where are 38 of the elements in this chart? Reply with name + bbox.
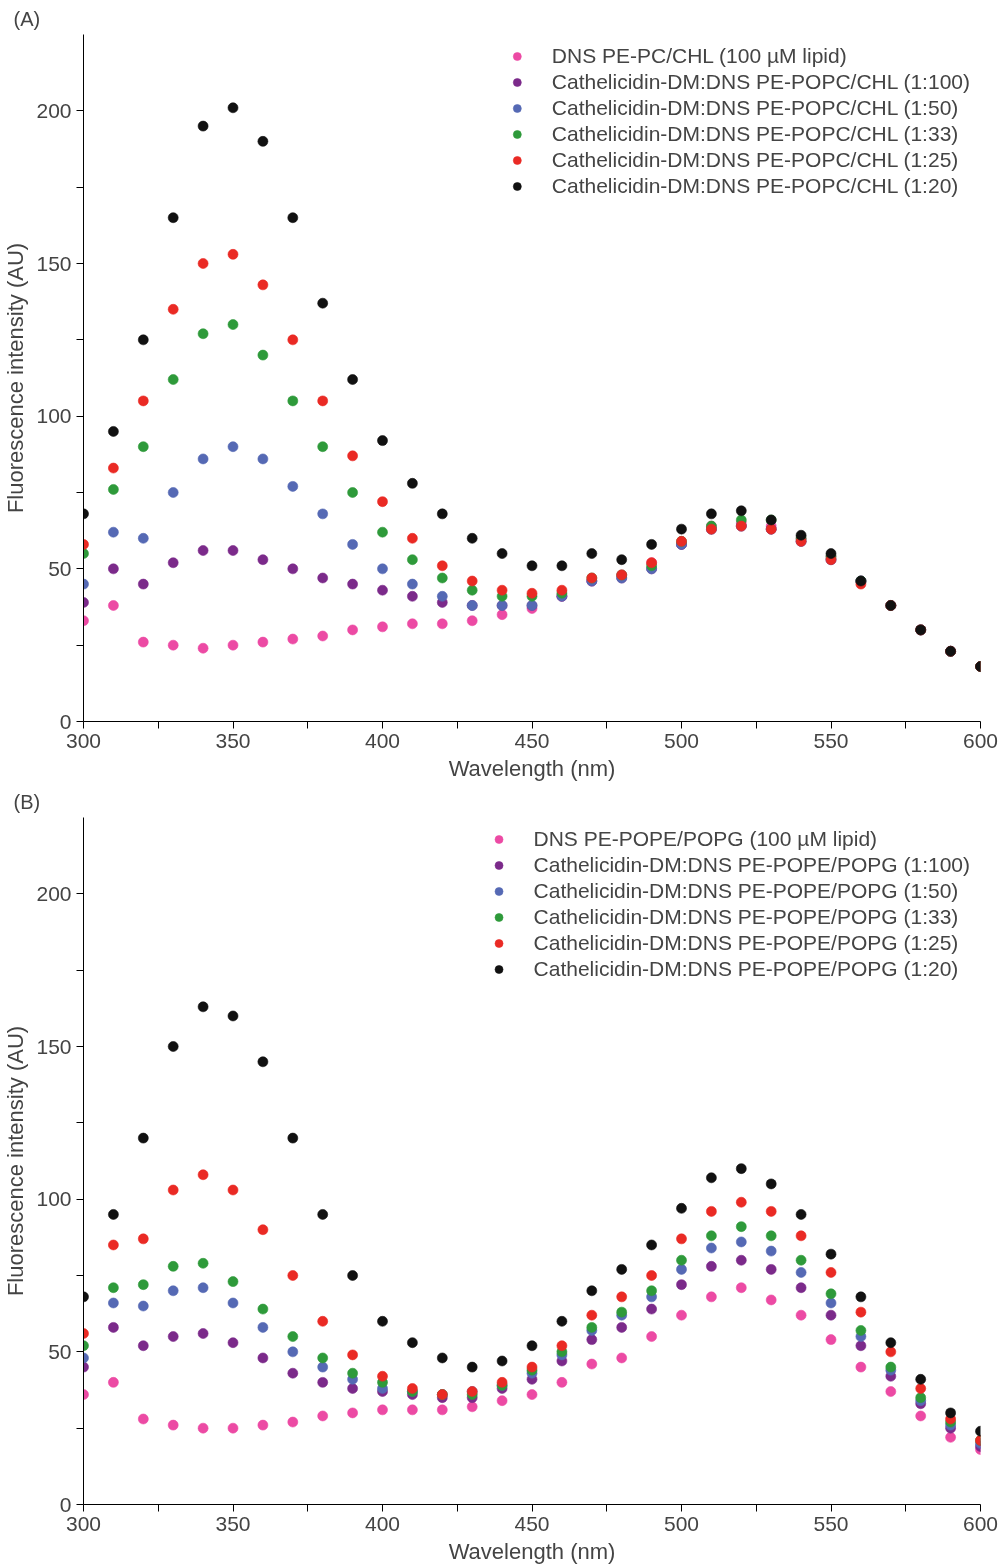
legend-label: Cathelicidin-DM:DNS PE-POPE/POPG (1:20) [533, 957, 959, 981]
legend-label: Cathelicidin-DM:DNS PE-POPE/POPG (1:25) [533, 931, 959, 955]
legend-label: Cathelicidin-DM:DNS PE-POPC/CHL (1:33) [551, 122, 959, 146]
x-tick-label: 500 [663, 1511, 700, 1535]
legend-label: Cathelicidin-DM:DNS PE-POPC/CHL (1:100) [551, 70, 970, 94]
legend-label: Cathelicidin-DM:DNS PE-POPC/CHL (1:50) [551, 96, 959, 120]
legend-label: Cathelicidin-DM:DNS PE-POPE/POPG (1:33) [533, 905, 959, 929]
x-tick-label: 500 [663, 728, 700, 752]
x-tick-label: 600 [962, 1511, 999, 1535]
legend-label: Cathelicidin-DM:DNS PE-POPE/POPG (1:100) [533, 853, 970, 877]
legend-label: Cathelicidin-DM:DNS PE-POPC/CHL (1:20) [551, 174, 959, 198]
x-tick-label: 600 [962, 728, 999, 752]
x-tick-label: 350 [215, 728, 251, 752]
legend-label: Cathelicidin-DM:DNS PE-POPE/POPG (1:50) [533, 879, 959, 903]
x-tick-label: 550 [813, 728, 849, 752]
y-tick-label: 50 [48, 556, 72, 580]
y-tick-label: 150 [36, 1034, 72, 1058]
chart-title: (B) [13, 790, 41, 813]
x-axis-title: Wavelength (nm) [448, 755, 616, 781]
x-tick-label: 550 [813, 1511, 849, 1535]
x-tick-label: 350 [215, 1511, 251, 1535]
y-axis-title: Fluorescence intensity (AU) [3, 1025, 29, 1297]
x-tick-label: 400 [364, 728, 401, 752]
y-tick-label: 200 [36, 98, 72, 122]
legend-label: Cathelicidin-DM:DNS PE-POPC/CHL (1:25) [551, 148, 959, 172]
x-tick-label: 450 [514, 728, 550, 752]
y-tick-label: 50 [48, 1339, 72, 1363]
chart-title: (A) [13, 7, 41, 30]
x-tick-label: 450 [514, 1511, 550, 1535]
x-tick-label: 400 [364, 1511, 401, 1535]
y-tick-label: 200 [36, 881, 72, 905]
legend-label: DNS PE-PC/CHL (100 µM lipid) [551, 44, 847, 68]
y-tick-label: 150 [36, 251, 72, 275]
legend-label: DNS PE-POPE/POPG (100 µM lipid) [533, 827, 878, 851]
x-axis-title: Wavelength (nm) [448, 1538, 616, 1564]
y-tick-label: 100 [36, 404, 72, 428]
y-tick-label: 100 [36, 1187, 72, 1211]
y-axis-title: Fluorescence intensity (AU) [3, 242, 29, 514]
